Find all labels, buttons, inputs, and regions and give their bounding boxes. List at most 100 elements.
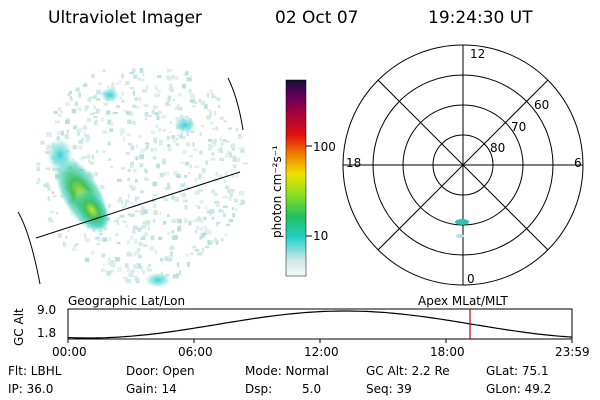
speckle [154,85,157,88]
speckle [71,247,77,252]
speckle [152,194,158,197]
speckle [198,219,203,223]
speckle [92,111,96,114]
colorbar-label-10: 10 [313,229,329,243]
speckle [219,116,224,120]
speckle [213,138,217,142]
speckle [180,183,185,187]
speckle [225,171,228,176]
speckle [121,167,125,171]
speckle [88,159,91,163]
speckle [185,161,190,166]
speckle [226,140,230,143]
speckle [189,99,195,103]
speckle [121,91,125,96]
speckle [100,117,104,122]
speckle [156,163,160,169]
speckle [238,147,243,150]
time-label: 19:24:30 UT [428,8,533,28]
speckle [206,115,210,118]
speckle [107,141,111,146]
speckle [214,192,218,196]
speckle [36,162,41,167]
speckle [213,237,217,243]
speckle [73,145,78,150]
speckle [208,148,212,151]
speckle [221,142,224,146]
speckle [81,138,84,142]
speckle [86,135,91,141]
speckle [151,199,156,203]
speckle [119,131,123,136]
speckle [99,185,105,189]
speckle [169,131,172,134]
speckle [178,225,181,230]
speckle [89,161,95,165]
speckle [77,92,82,98]
speckle [40,140,45,145]
speckle [201,248,204,253]
speckle [81,156,86,160]
speckle [218,174,223,179]
speckle [123,109,126,112]
speckle [79,158,82,161]
speckle [144,168,147,173]
speckle [126,133,131,137]
speckle [183,182,186,186]
speckle [161,158,166,163]
speckle [140,148,146,154]
speckle [166,135,171,141]
speckle [115,233,119,237]
dsp-info-label: Dsp: [245,382,273,396]
speckle [137,227,142,232]
speckle [72,144,75,150]
speckle [73,127,77,130]
speckle [124,277,129,283]
speckle [111,82,114,88]
speckle [154,249,158,255]
aurora-patch-north [173,116,197,134]
speckle [139,154,144,160]
speckle [120,127,125,132]
speckle [153,148,157,152]
speckle [91,74,95,79]
speckle [197,252,203,256]
altitude-y-high: 9.0 [37,303,57,317]
speckle [146,267,149,272]
time-label-2359: 23:59 [555,345,590,359]
speckle [152,105,158,109]
speckle [77,107,82,111]
speckle [174,107,178,110]
speckle [167,68,170,73]
aurora-patch-top [100,87,120,103]
speckle [157,89,161,93]
speckle [108,257,111,261]
speckle [182,135,186,140]
speckle [125,110,131,115]
speckle [98,82,102,85]
speckle [209,89,213,94]
speckle [133,74,138,79]
speckle [173,274,178,279]
speckle [107,261,112,266]
speckle [137,77,141,81]
speckle [183,218,188,224]
polar-diagonal-2 [377,79,549,251]
speckle [213,144,216,147]
speckle [148,263,152,268]
colorbar-label-100: 100 [313,140,336,154]
speckle [228,219,233,223]
speckle [149,268,153,272]
speckle [135,156,139,161]
speckle [207,109,212,113]
speckle [134,97,138,101]
speckle [116,200,122,203]
speckle [179,135,184,139]
speckle [211,127,215,130]
speckle [84,108,88,112]
speckle [185,71,189,76]
speckle [55,212,59,215]
speckle [167,182,170,186]
speckle [205,205,208,210]
speckle [127,168,131,172]
